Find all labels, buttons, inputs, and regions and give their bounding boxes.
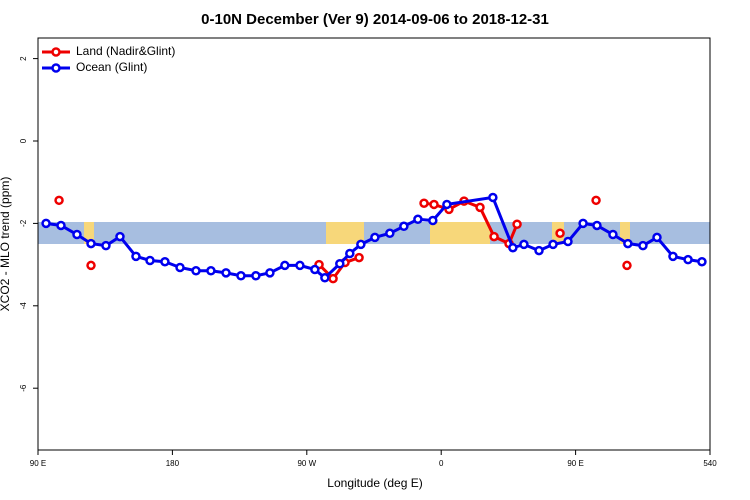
y-tick-label: -4 <box>19 302 28 310</box>
point <box>508 242 518 253</box>
point <box>591 195 601 206</box>
point <box>72 229 82 240</box>
point <box>310 264 320 275</box>
legend-marker <box>51 63 61 73</box>
x-tick-label: 90 E <box>567 459 583 468</box>
point <box>548 239 558 250</box>
point <box>578 218 588 229</box>
x-tick-label: 90 E <box>30 459 46 468</box>
chart-title: 0-10N December (Ver 9) 2014-09-06 to 201… <box>201 11 549 28</box>
point <box>86 260 96 271</box>
point <box>428 215 438 226</box>
point <box>385 228 395 239</box>
legend-marker <box>51 47 61 57</box>
point <box>489 231 499 242</box>
point <box>206 266 216 276</box>
point <box>41 218 51 229</box>
point <box>512 219 522 229</box>
plot-frame <box>37 37 711 451</box>
point <box>320 273 330 283</box>
point <box>354 252 364 263</box>
point <box>131 251 141 262</box>
point <box>56 220 66 231</box>
point <box>236 270 246 281</box>
point <box>442 199 452 210</box>
point <box>534 245 544 256</box>
point <box>622 260 632 271</box>
point <box>191 266 201 276</box>
land-patch <box>430 222 490 244</box>
land-patch <box>620 222 630 244</box>
point <box>563 236 573 247</box>
point <box>280 260 290 271</box>
point <box>638 240 648 251</box>
point <box>295 260 305 271</box>
point <box>101 240 111 251</box>
x-tick-label: 90 W <box>297 459 316 468</box>
x-tick-label: 540 <box>703 459 717 468</box>
point <box>399 221 409 232</box>
point <box>592 220 602 231</box>
point <box>115 231 125 242</box>
point <box>221 268 231 278</box>
point <box>328 273 338 284</box>
point <box>608 229 618 240</box>
legend-label: Land (Nadir&Glint) <box>76 44 175 58</box>
point <box>413 214 423 225</box>
point <box>429 199 439 210</box>
point <box>54 195 64 206</box>
y-tick-label: -6 <box>19 384 28 392</box>
x-tick-label: 0 <box>439 459 444 468</box>
point <box>345 248 355 259</box>
y-tick-label: 2 <box>19 56 28 61</box>
point <box>652 232 662 243</box>
legend-label: Ocean (Glint) <box>76 60 147 74</box>
point <box>175 262 185 273</box>
x-axis-label: Longitude (deg E) <box>327 476 422 490</box>
point <box>555 228 565 239</box>
point <box>419 198 429 208</box>
point <box>335 259 345 269</box>
point <box>145 255 155 266</box>
point <box>475 202 485 213</box>
point <box>623 238 633 249</box>
point <box>356 239 366 250</box>
land-patch <box>84 222 94 244</box>
y-tick-label: 0 <box>19 138 28 143</box>
point <box>668 251 678 262</box>
point <box>251 270 261 281</box>
point <box>86 238 96 249</box>
point <box>488 192 498 203</box>
y-tick-label: -2 <box>19 219 28 227</box>
point <box>265 268 275 278</box>
point <box>370 232 380 243</box>
point <box>683 254 693 265</box>
y-axis-label: XCO2 - MLO trend (ppm) <box>0 177 12 312</box>
land-patch <box>326 222 364 244</box>
point <box>519 239 529 250</box>
point <box>697 256 707 267</box>
point <box>160 256 170 267</box>
x-tick-label: 180 <box>166 459 180 468</box>
